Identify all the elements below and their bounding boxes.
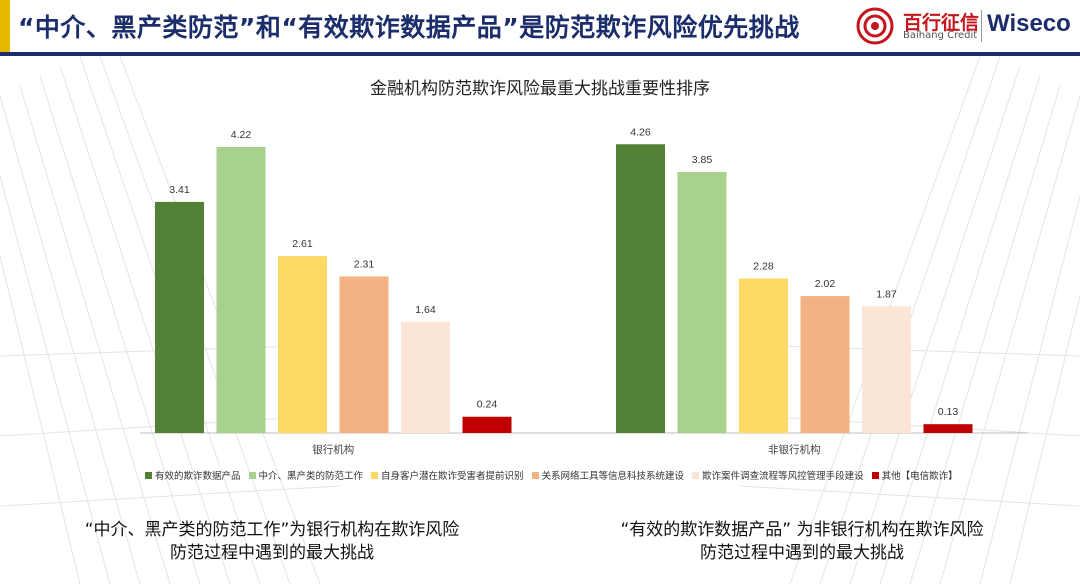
bar <box>278 256 327 433</box>
caption-bank-line1: “中介、黑产类的防范工作”为银行机构在欺诈风险 <box>84 520 460 540</box>
legend-label: 有效的欺诈数据产品 <box>155 471 241 482</box>
legend-swatch <box>145 471 152 479</box>
bar <box>155 201 204 433</box>
bar <box>216 146 266 433</box>
legend-label: 关系网络工具等信息科技系统建设 <box>541 471 685 482</box>
caption-bank-line2: 防范过程中遇到的最大挑战 <box>170 543 374 563</box>
legend-label: 自身客户潜在欺诈受害者提前识别 <box>381 471 524 482</box>
legend-item: 关系网络工具等信息科技系统建设 <box>531 468 685 482</box>
brand-name-en: Baihang Credit <box>903 30 978 41</box>
bar <box>401 321 450 433</box>
data-label: 3.41 <box>169 184 190 196</box>
legend-item: 中介、黑产类的防范工作 <box>248 468 364 482</box>
data-label: 0.24 <box>477 399 498 411</box>
legend-label: 中介、黑产类的防范工作 <box>258 471 364 482</box>
bar <box>462 416 512 433</box>
page-title: “中介、黑产类防范”和“有效欺诈数据产品”是防范欺诈风险优先挑战 <box>18 13 800 42</box>
legend-label: 其他【电信欺诈】 <box>881 471 958 482</box>
bar <box>339 276 389 433</box>
data-label: 4.22 <box>231 129 252 141</box>
legend-item: 有效的欺诈数据产品 <box>145 468 241 482</box>
data-label: 4.26 <box>630 126 651 138</box>
category-label: 非银行机构 <box>768 443 821 456</box>
category-label: 银行机构 <box>312 443 354 456</box>
legend-swatch <box>692 471 700 479</box>
legend-swatch <box>531 471 539 479</box>
chart-legend: 有效的欺诈数据产品 中介、黑产类的防范工作 自身客户潜在欺诈受害者提前识别 关系网络工… <box>145 466 966 484</box>
legend-label: 欺诈案件调查流程等风控管理手段建设 <box>702 471 864 482</box>
legend-item: 自身客户潜在欺诈受害者提前识别 <box>371 468 524 482</box>
data-label: 3.85 <box>692 154 713 166</box>
bar-chart: 3.41 4.22 2.61 2.31 1.64 0.24 银行机构 4.26 3.85 2.28… <box>140 126 1028 456</box>
baihang-logo-icon <box>856 7 894 45</box>
bar <box>800 296 850 433</box>
brand-divider <box>981 10 982 42</box>
bar <box>862 306 911 433</box>
legend-item: 欺诈案件调查流程等风控管理手段建设 <box>692 468 864 482</box>
data-label: 1.87 <box>876 288 897 300</box>
header-accent-bar <box>0 0 10 52</box>
bar <box>739 278 788 433</box>
brand-logo: 百行征信 Baihang Credit Wiseco <box>855 6 1071 46</box>
legend-item: 其他【电信欺诈】 <box>871 468 958 482</box>
data-label: 2.61 <box>292 238 313 250</box>
header-divider <box>0 52 1080 56</box>
caption-nonbank-line2: 防范过程中遇到的最大挑战 <box>700 543 904 563</box>
header: “中介、黑产类防范”和“有效欺诈数据产品”是防范欺诈风险优先挑战 百行征信 Ba… <box>0 0 1080 52</box>
bar <box>923 424 973 433</box>
legend-swatch <box>248 471 256 479</box>
legend-swatch <box>371 471 379 479</box>
data-label: 1.64 <box>415 304 436 316</box>
data-label: 0.13 <box>938 406 959 418</box>
caption-nonbank-line1: “有效的欺诈数据产品” 为非银行机构在欺诈风险 <box>620 520 984 540</box>
bar <box>677 172 727 434</box>
caption-bank: “中介、黑产类的防范工作”为银行机构在欺诈风险 防范过程中遇到的最大挑战 <box>52 519 492 565</box>
data-label: 2.31 <box>354 258 375 270</box>
legend-swatch <box>871 471 879 479</box>
brand-wiseco: Wiseco <box>987 10 1071 37</box>
data-label: 2.28 <box>753 260 774 272</box>
data-label: 2.02 <box>815 278 836 290</box>
caption-nonbank: “有效的欺诈数据产品” 为非银行机构在欺诈风险 防范过程中遇到的最大挑战 <box>582 519 1022 565</box>
bar <box>616 144 665 433</box>
brand-name-cn: 百行征信 <box>903 12 980 34</box>
chart-title: 金融机构防范欺诈风险最重大挑战重要性排序 <box>370 79 710 99</box>
